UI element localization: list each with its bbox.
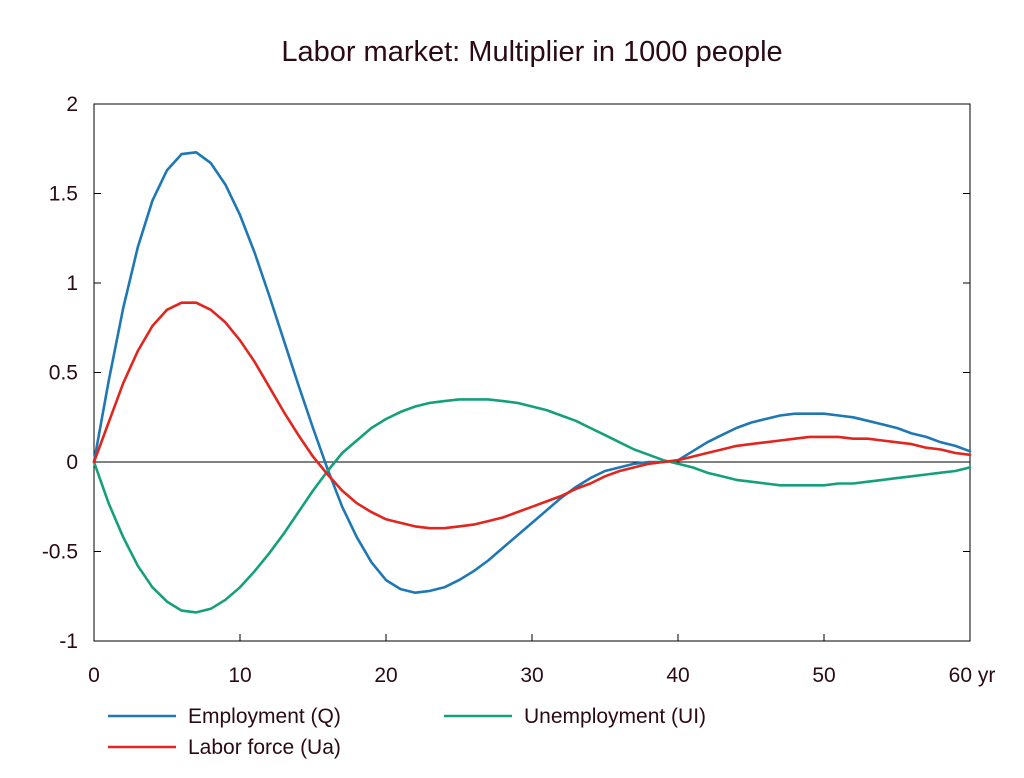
x-tick-label: 50 [812, 664, 835, 687]
y-tick-label: 1 [66, 272, 78, 295]
y-tick-label: -0.5 [42, 541, 78, 564]
legend: Employment (Q) Unemployment (UI) Labor for… [108, 705, 706, 759]
y-tick-label: 0 [66, 451, 78, 474]
series-line-employment-q [92, 151, 972, 594]
x-tick-label: 0 [88, 664, 100, 687]
y-tick-label: 0.5 [49, 362, 78, 385]
series-line-labor-force-ua [92, 301, 972, 530]
legend-label: Unemployment (UI) [524, 705, 706, 728]
x-tick-label: 20 [374, 664, 397, 687]
legend-label: Employment (Q) [188, 705, 341, 728]
series-line-unemployment-ui [92, 398, 972, 614]
x-tick-label: 60 yr [949, 664, 996, 687]
x-tick-label: 30 [520, 664, 543, 687]
chart-title: Labor market: Multiplier in 1000 people [281, 36, 782, 68]
x-tick-label: 10 [228, 664, 251, 687]
x-tick-label: 40 [666, 664, 689, 687]
y-tick-label: 2 [66, 93, 78, 116]
series-lines [92, 151, 972, 614]
y-tick-label: 1.5 [49, 183, 78, 206]
legend-label: Labor force (Ua) [188, 736, 341, 759]
y-tick-label: -1 [59, 630, 78, 653]
axis-ticks: 2 1.5 1 0.5 0 -0.5 -1 0 10 20 30 40 50 60 yr [42, 93, 996, 687]
